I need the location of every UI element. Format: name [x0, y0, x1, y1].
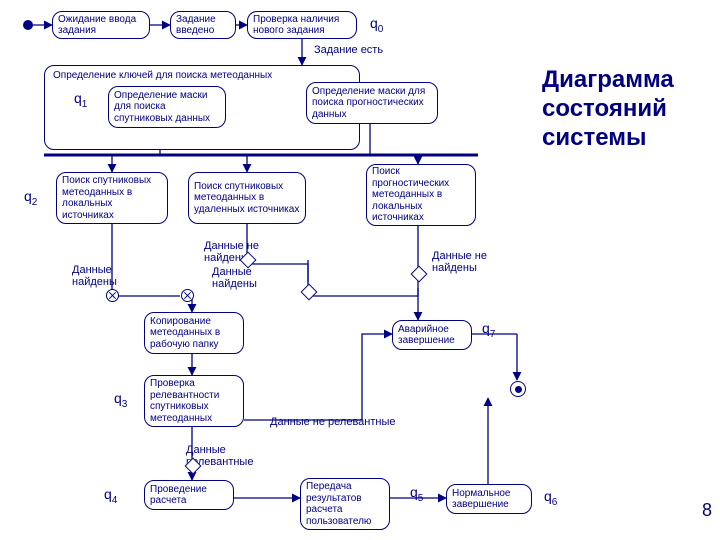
box-wait: Ожидание ввода задания — [52, 11, 150, 39]
box-entered: Задание введено — [170, 11, 236, 39]
box-srch_sat_loc: Поиск спутниковых метеоданных в локальны… — [56, 172, 168, 224]
label-q1: q1 — [74, 90, 87, 110]
merge-0 — [106, 289, 119, 302]
merge-1 — [181, 289, 194, 302]
start-node — [23, 20, 33, 30]
box-srch_sat_rem: Поиск спутниковых метеоданных в удаленны… — [188, 172, 306, 224]
label-q5: q5 — [410, 484, 423, 504]
box-relev: Проверка релевантности спутниковых метео… — [144, 375, 244, 427]
label-q3: q3 — [114, 390, 127, 410]
box-check: Проверка наличия нового задания — [247, 11, 357, 39]
box-abort: Аварийное завершение — [392, 320, 472, 350]
label-not_relev: Данные не релевантные — [270, 416, 396, 428]
end-node — [510, 381, 526, 397]
edge-28 — [308, 288, 418, 296]
label-q0: q0 — [370, 15, 383, 35]
label-found2: Данные найдены — [212, 266, 264, 290]
box-mask_prog: Определение маски для поиска прогностиче… — [306, 82, 438, 124]
box-calc: Проведение расчета — [144, 480, 234, 510]
edge-21 — [362, 334, 392, 420]
label-task_exists: Задание есть — [314, 44, 383, 56]
box-srch_prog: Поиск прогностических метеоданных в лока… — [366, 164, 476, 226]
box-xfer: Передача результатов расчета пользовател… — [300, 478, 390, 530]
box-mask_sat: Определение маски для поиска спутниковых… — [108, 86, 226, 128]
box-normal: Нормальное завершение — [446, 484, 532, 514]
box-copy: Копирование метеоданных в рабочую папку — [144, 312, 244, 354]
label-notfound2: Данные не найдены — [432, 250, 502, 274]
label-q7: q7 — [482, 320, 495, 340]
label-q2: q2 — [24, 188, 37, 208]
label-q6: q6 — [544, 488, 557, 508]
label-found1: Данные найдены — [72, 264, 124, 288]
label-q4: q4 — [104, 486, 117, 506]
